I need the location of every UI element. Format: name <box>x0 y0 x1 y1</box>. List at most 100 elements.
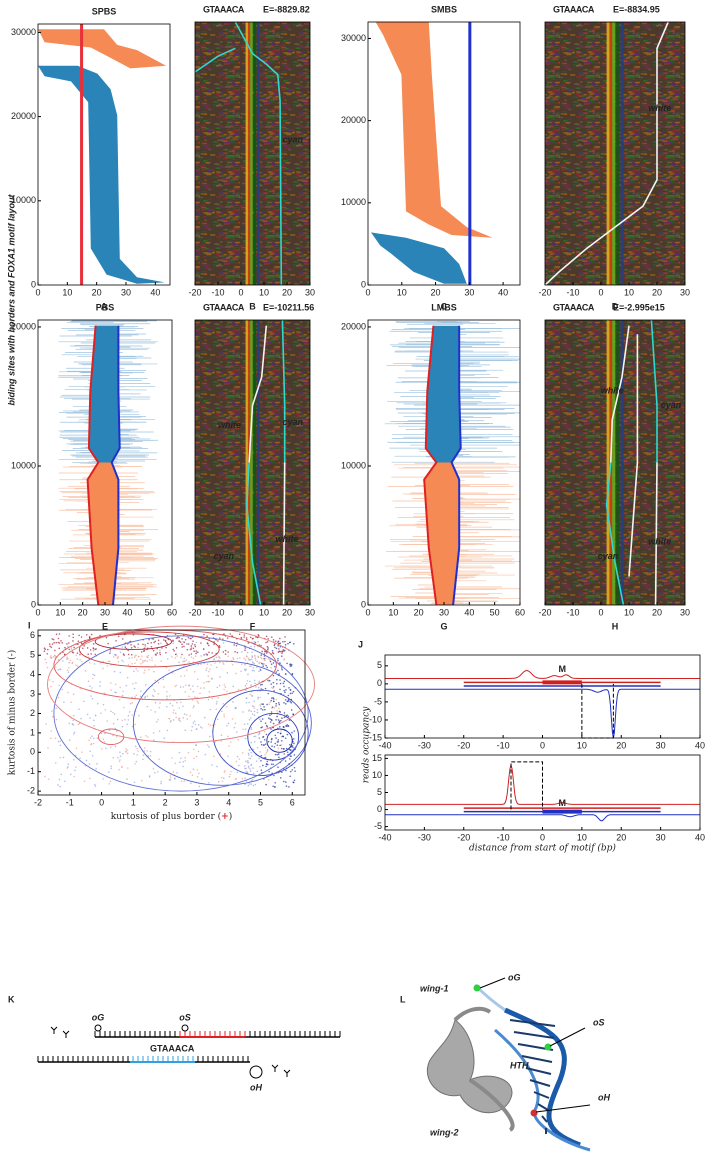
dot <box>271 697 273 699</box>
dot <box>258 644 261 646</box>
dot <box>150 709 152 711</box>
dot <box>116 718 119 721</box>
dot <box>118 768 120 771</box>
dot <box>254 735 257 738</box>
dot <box>104 708 107 711</box>
y-tick-label: 5 <box>30 650 35 660</box>
dot <box>279 650 282 653</box>
dot <box>154 679 157 682</box>
dot <box>134 662 136 665</box>
dot <box>289 743 291 746</box>
dot <box>268 770 270 773</box>
dot <box>270 763 273 766</box>
dot <box>268 679 271 682</box>
dot <box>72 759 75 761</box>
dot <box>282 648 285 651</box>
dot <box>261 718 264 720</box>
dot <box>214 662 216 664</box>
dot <box>180 656 182 659</box>
border-trace <box>234 21 283 286</box>
dot <box>203 716 206 719</box>
dot <box>133 687 136 690</box>
dot <box>89 717 91 719</box>
x-tick-label: -40 <box>378 832 391 842</box>
dot <box>168 669 170 671</box>
dot <box>270 686 273 689</box>
dot <box>238 633 241 636</box>
dot <box>256 770 258 773</box>
dot <box>52 715 54 718</box>
dot <box>221 780 224 782</box>
dot <box>224 770 226 772</box>
x-tick-label: 10 <box>624 287 634 297</box>
dot <box>185 713 188 716</box>
dot <box>93 725 95 727</box>
y-tick-label: 20000 <box>341 115 366 125</box>
dot <box>258 733 260 736</box>
dot <box>271 649 274 652</box>
dot <box>247 761 250 764</box>
dot <box>121 694 124 697</box>
main-y-label: biding sites with borders and FOXA1 moti… <box>6 193 16 405</box>
dot <box>264 753 266 756</box>
dot <box>187 636 190 639</box>
dot <box>292 781 295 783</box>
panel-title: PBS <box>96 302 115 312</box>
dot <box>246 771 249 774</box>
motif-stripe <box>616 22 620 285</box>
dot <box>126 676 129 679</box>
dot <box>257 655 259 658</box>
y-tick-label: 0 <box>361 599 366 609</box>
dot <box>130 647 133 649</box>
x-tick-label: 40 <box>695 832 705 842</box>
dot <box>208 651 210 654</box>
dot <box>85 633 88 636</box>
dot <box>247 673 249 676</box>
dot <box>137 646 139 649</box>
dot <box>267 779 270 781</box>
dot <box>163 686 165 688</box>
dot <box>77 723 80 726</box>
dot <box>196 728 198 730</box>
dot <box>279 682 282 685</box>
dot <box>264 746 267 749</box>
dot <box>119 751 121 754</box>
dot <box>150 645 153 648</box>
dot <box>196 696 198 699</box>
dot <box>226 690 228 693</box>
dot <box>279 645 282 648</box>
dot <box>276 709 278 712</box>
dot <box>283 716 286 719</box>
energy: E=-8834.95 <box>613 4 660 14</box>
dot <box>179 761 181 763</box>
dot <box>208 735 211 738</box>
dot <box>270 663 273 665</box>
dot <box>257 686 260 689</box>
dot <box>157 639 160 642</box>
y-tick-label: 0 <box>31 599 36 609</box>
dot <box>263 663 266 665</box>
dot <box>182 705 184 707</box>
dot <box>276 715 278 718</box>
dot <box>266 760 269 763</box>
dot <box>143 750 146 752</box>
dot <box>274 734 277 737</box>
y-tick-label: -5 <box>374 821 382 831</box>
dot <box>237 738 240 741</box>
dot <box>146 736 149 738</box>
x-tick-label: 20 <box>652 607 662 617</box>
dot <box>151 656 153 659</box>
x-tick-label: 40 <box>695 740 705 750</box>
dot <box>262 735 265 738</box>
dot <box>208 691 211 693</box>
dot <box>244 728 247 730</box>
dot <box>203 633 205 636</box>
dot <box>246 723 249 725</box>
dot <box>183 657 186 660</box>
dot <box>195 641 198 644</box>
dot <box>110 689 112 691</box>
dot <box>89 649 92 651</box>
dot <box>280 655 283 657</box>
dot <box>129 702 132 705</box>
dot <box>72 733 75 735</box>
